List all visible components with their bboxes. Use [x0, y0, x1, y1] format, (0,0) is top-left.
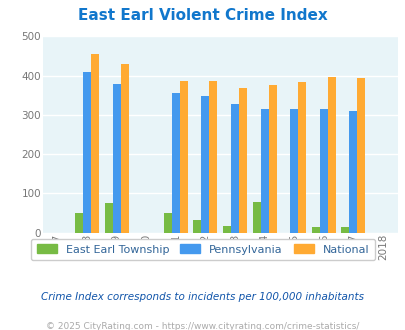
- Bar: [260, 109, 268, 233]
- Bar: [112, 84, 120, 233]
- Bar: [298, 82, 305, 233]
- Bar: [120, 64, 128, 233]
- Bar: [268, 85, 276, 233]
- Bar: [319, 109, 327, 233]
- Bar: [201, 96, 209, 233]
- Bar: [104, 203, 112, 233]
- Bar: [327, 77, 335, 233]
- Bar: [252, 202, 260, 233]
- Bar: [349, 111, 356, 233]
- Bar: [75, 213, 83, 233]
- Legend: East Earl Township, Pennsylvania, National: East Earl Township, Pennsylvania, Nation…: [31, 239, 374, 260]
- Bar: [193, 220, 201, 233]
- Bar: [209, 81, 217, 233]
- Bar: [83, 72, 91, 233]
- Bar: [164, 213, 171, 233]
- Text: © 2025 CityRating.com - https://www.cityrating.com/crime-statistics/: © 2025 CityRating.com - https://www.city…: [46, 322, 359, 330]
- Text: East Earl Violent Crime Index: East Earl Violent Crime Index: [78, 8, 327, 23]
- Bar: [311, 227, 319, 233]
- Bar: [341, 227, 349, 233]
- Bar: [91, 54, 99, 233]
- Bar: [356, 78, 364, 233]
- Bar: [239, 88, 246, 233]
- Text: Crime Index corresponds to incidents per 100,000 inhabitants: Crime Index corresponds to incidents per…: [41, 292, 364, 302]
- Bar: [290, 109, 298, 233]
- Bar: [230, 104, 239, 233]
- Bar: [171, 93, 179, 233]
- Bar: [179, 81, 188, 233]
- Bar: [222, 226, 230, 233]
